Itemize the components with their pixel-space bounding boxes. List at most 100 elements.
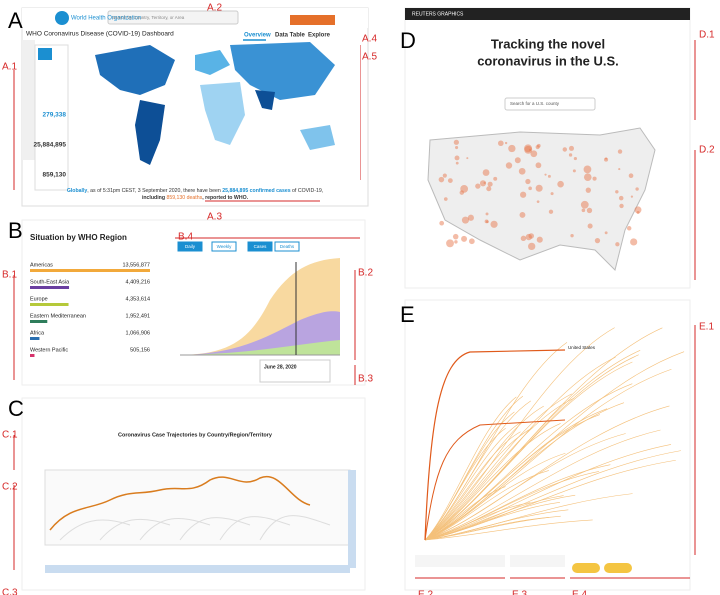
stat-value: 25,884,895 bbox=[33, 142, 66, 149]
panel-label: E.3 bbox=[512, 590, 527, 595]
dot bbox=[550, 192, 554, 196]
panel-label: B bbox=[8, 218, 23, 243]
dot bbox=[618, 168, 621, 171]
search-placeholder: Search for a U.S. county bbox=[510, 101, 560, 106]
tab: Data Table bbox=[275, 33, 306, 39]
dot bbox=[580, 200, 589, 209]
curve bbox=[424, 405, 670, 541]
region-bar bbox=[30, 303, 69, 306]
panel-label: B.4 bbox=[178, 232, 193, 243]
case-dots bbox=[438, 139, 642, 251]
dot bbox=[459, 190, 465, 195]
toggle-button[interactable] bbox=[211, 241, 237, 252]
toggle-button[interactable] bbox=[274, 241, 300, 252]
curve bbox=[424, 368, 672, 541]
dot bbox=[618, 195, 624, 201]
curve bbox=[424, 431, 521, 541]
stat-value: 859,130 bbox=[43, 172, 67, 179]
trajectory-line bbox=[49, 475, 311, 531]
curve bbox=[424, 495, 564, 541]
control-e4a[interactable] bbox=[572, 563, 600, 573]
panel-label: A.3 bbox=[207, 212, 222, 223]
panel-label: C.1 bbox=[2, 430, 18, 441]
sidebar-strip bbox=[22, 40, 35, 160]
dot bbox=[485, 212, 489, 216]
dot bbox=[615, 242, 620, 247]
region-bar bbox=[30, 286, 70, 289]
dot bbox=[628, 173, 634, 179]
control-e2[interactable] bbox=[415, 555, 505, 567]
dot bbox=[528, 242, 536, 251]
dot bbox=[525, 178, 531, 185]
dot bbox=[617, 149, 623, 154]
scroll-bar[interactable] bbox=[348, 470, 356, 568]
dot bbox=[535, 184, 543, 192]
dot bbox=[525, 233, 532, 241]
curve bbox=[424, 405, 544, 541]
region-title: Situation by WHO Region bbox=[30, 233, 127, 242]
panel-label: A.1 bbox=[2, 62, 17, 73]
dot bbox=[466, 157, 469, 160]
us-map bbox=[427, 127, 656, 271]
curve bbox=[424, 517, 550, 541]
curve bbox=[424, 400, 531, 541]
who-logo bbox=[55, 11, 69, 25]
panel-label: B.1 bbox=[2, 270, 17, 281]
dot bbox=[508, 144, 516, 153]
dot bbox=[514, 157, 521, 164]
button-label: Weekly bbox=[217, 244, 232, 249]
dot bbox=[592, 176, 597, 181]
dot bbox=[520, 191, 527, 198]
curve-label: United States bbox=[568, 345, 596, 350]
brand: REUTERS GRAPHICS bbox=[412, 11, 464, 17]
dot bbox=[604, 157, 609, 162]
control-e3[interactable] bbox=[510, 555, 565, 567]
region-value: 1,952,491 bbox=[126, 313, 150, 319]
tooltip-date: June 28, 2020 bbox=[264, 364, 297, 370]
toggle-button[interactable] bbox=[177, 241, 203, 252]
panel-label: E bbox=[400, 302, 415, 327]
panel-label: E.1 bbox=[699, 322, 714, 333]
panel-label: A.2 bbox=[207, 3, 222, 14]
highlight-curve bbox=[424, 349, 566, 541]
panel-label: B.2 bbox=[358, 268, 373, 279]
dot bbox=[439, 220, 445, 226]
county-search[interactable] bbox=[504, 97, 596, 111]
dot bbox=[536, 200, 540, 204]
region-name: Western Pacific bbox=[30, 347, 68, 353]
dot bbox=[573, 156, 577, 161]
dot bbox=[557, 180, 564, 188]
range-slider[interactable] bbox=[45, 565, 350, 573]
toggle-button[interactable] bbox=[247, 241, 273, 252]
region-value: 505,156 bbox=[130, 347, 150, 353]
curve bbox=[424, 450, 681, 541]
dot bbox=[524, 144, 532, 153]
search-box[interactable] bbox=[107, 10, 239, 25]
dot bbox=[583, 173, 592, 181]
summary-part: , reported to WHO. bbox=[202, 195, 248, 201]
region-name: Europe bbox=[30, 296, 48, 302]
dot bbox=[504, 141, 508, 145]
curve bbox=[424, 350, 641, 541]
region-value: 1,066,906 bbox=[126, 330, 150, 336]
dot bbox=[585, 187, 591, 193]
dot bbox=[482, 169, 490, 176]
dashboard-title: WHO Coronavirus Disease (COVID-19) Dashb… bbox=[26, 31, 174, 38]
faint-line bbox=[219, 516, 291, 541]
dot bbox=[454, 240, 458, 244]
panel-label: A bbox=[8, 8, 23, 33]
curve bbox=[424, 471, 600, 541]
dot bbox=[442, 173, 447, 178]
curve bbox=[424, 423, 561, 541]
panel-label: D.2 bbox=[699, 145, 715, 156]
orange-button[interactable] bbox=[290, 15, 335, 25]
panel-e bbox=[404, 299, 691, 591]
trajectory-title: Coronavirus Case Trajectories by Country… bbox=[118, 432, 273, 438]
map-thumb[interactable] bbox=[38, 48, 52, 60]
panel-label: C.3 bbox=[2, 588, 18, 595]
tab: Overview bbox=[244, 33, 271, 39]
title-line: coronavirus in the U.S. bbox=[477, 53, 619, 68]
search-placeholder: Search by Country, Territory, or Area bbox=[112, 15, 185, 20]
control-e4b[interactable] bbox=[604, 563, 632, 573]
region-value: 4,353,614 bbox=[126, 296, 150, 302]
